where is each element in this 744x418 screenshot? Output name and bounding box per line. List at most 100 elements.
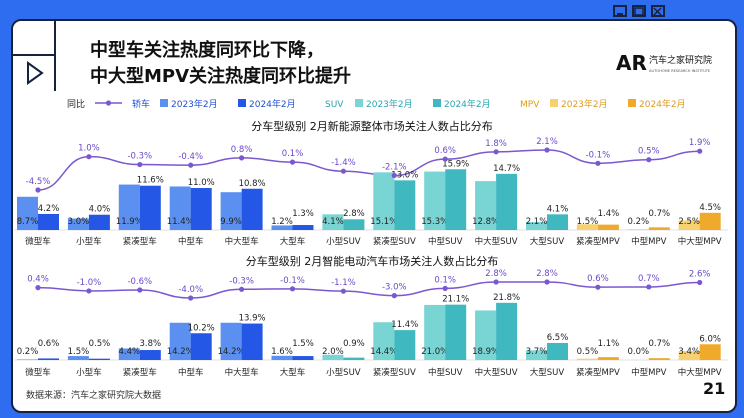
page-title-line2: 中大型MPV关注热度同环比提升 — [90, 66, 352, 87]
mom-point — [137, 287, 143, 293]
bar-2023 — [627, 229, 649, 230]
category-label: 大型SUV — [530, 367, 565, 378]
category-label: 微型车 — [25, 236, 51, 247]
minimize-icon[interactable] — [613, 5, 627, 17]
bar-2023 — [118, 184, 140, 230]
mom-label: 1.9% — [689, 138, 711, 148]
bar-2024 — [292, 225, 314, 230]
bar-value-label: 9.9% — [220, 217, 242, 227]
mom-label: -0.3% — [229, 276, 254, 286]
chart-title: 分车型级别 2月新能源整体市场关注人数占比分布 — [251, 119, 493, 133]
category-label: 中型车 — [178, 236, 204, 247]
bar-value-label: 1.5% — [292, 339, 314, 349]
bar-2024 — [648, 227, 670, 230]
bar-2024 — [699, 212, 721, 230]
mom-point — [340, 168, 346, 174]
bar-2023 — [322, 214, 344, 230]
bar-2023 — [475, 310, 497, 360]
legend-swatch — [160, 99, 168, 107]
bar-value-label: 11.9% — [116, 217, 143, 227]
bar-value-label: 12.8% — [472, 217, 499, 227]
bar-value-label: 2.1% — [526, 217, 548, 227]
bar-2024 — [547, 342, 568, 360]
category-label: 中型车 — [178, 367, 204, 378]
bar-2023 — [67, 218, 89, 230]
mom-label: 0.1% — [282, 149, 304, 159]
mom-label: 2.8% — [485, 269, 507, 279]
bar-2023 — [17, 359, 38, 360]
bar-value-label: 1.1% — [598, 339, 620, 349]
bar-2023 — [169, 186, 191, 230]
bar-2023 — [678, 351, 700, 360]
mom-label: 0.8% — [231, 145, 253, 155]
bar-2024 — [648, 358, 670, 360]
bar-value-label: 3.7% — [526, 347, 548, 357]
mom-point — [289, 159, 296, 165]
category-label: 中大型MPV — [678, 367, 722, 378]
legend-line-marker — [105, 100, 112, 106]
bar-2024 — [292, 356, 314, 360]
mom-point — [442, 285, 448, 291]
bar-2023 — [373, 172, 395, 230]
legend-item: 2023年2月 — [561, 98, 608, 110]
bar-value-label: 21.0% — [421, 347, 448, 357]
mom-point — [544, 147, 550, 153]
bar-value-label: 15.1% — [370, 217, 397, 227]
bar-value-label: 15.9% — [442, 159, 469, 169]
bar-value-label: 11.0% — [188, 178, 215, 188]
mom-point — [239, 155, 245, 161]
page-number: 21 — [703, 379, 726, 398]
category-label: 中大型车 — [225, 367, 259, 378]
bar-2023 — [373, 322, 395, 360]
mom-point — [35, 187, 41, 193]
bar-value-label: 0.2% — [17, 347, 39, 357]
category-label: 紧凑型MPV — [576, 367, 620, 378]
bar-value-label: 4.4% — [118, 347, 140, 357]
bar-value-label: 0.7% — [648, 209, 670, 219]
category-label: 大型SUV — [530, 236, 565, 247]
legend-swatch — [238, 99, 246, 107]
bar-2024 — [241, 188, 263, 230]
bar-2024 — [496, 173, 518, 230]
mom-point — [391, 293, 397, 299]
mom-label: 0.1% — [434, 275, 456, 285]
bar-2024 — [88, 358, 110, 360]
bar-2023 — [576, 224, 598, 230]
legend-swatch — [628, 99, 636, 107]
bar-value-label: 3.4% — [678, 347, 700, 357]
mom-label: -2.1% — [382, 162, 407, 172]
mom-line — [37, 281, 700, 299]
bar-2024 — [445, 169, 467, 230]
mom-point — [595, 160, 601, 166]
mom-label: -1.1% — [331, 278, 356, 288]
mom-point — [595, 284, 601, 290]
bar-2023 — [118, 348, 140, 360]
bar-2023 — [678, 220, 700, 230]
mom-label: -0.1% — [586, 150, 611, 160]
chart-title: 分车型级别 2月智能电动汽车市场关注人数占比分布 — [246, 254, 499, 268]
bar-value-label: 2.0% — [322, 347, 344, 357]
brand-name: 汽车之家研究院 — [649, 54, 712, 66]
legend-swatch — [550, 99, 558, 107]
mom-point — [697, 279, 703, 286]
mom-point — [86, 154, 92, 160]
mom-point — [340, 288, 346, 294]
bar-2024 — [445, 304, 467, 360]
mom-label: 2.6% — [689, 269, 711, 279]
mom-label: 2.8% — [536, 269, 558, 279]
bar-2023 — [220, 192, 242, 230]
bar-value-label: 6.0% — [699, 334, 721, 344]
mom-point — [697, 148, 703, 154]
bar-2023 — [424, 304, 446, 360]
mom-point — [188, 295, 194, 301]
mom-label: 0.6% — [434, 146, 456, 156]
mom-label: -3.0% — [382, 283, 407, 293]
mom-label: -1.0% — [77, 278, 102, 288]
mom-point — [544, 279, 550, 285]
mom-label: -0.6% — [127, 277, 152, 287]
bar-value-label: 10.8% — [239, 179, 266, 189]
data-source-note: 数据来源：汽车之家研究院大数据 — [26, 391, 162, 401]
bar-value-label: 0.6% — [38, 339, 60, 349]
mom-point — [35, 285, 41, 291]
